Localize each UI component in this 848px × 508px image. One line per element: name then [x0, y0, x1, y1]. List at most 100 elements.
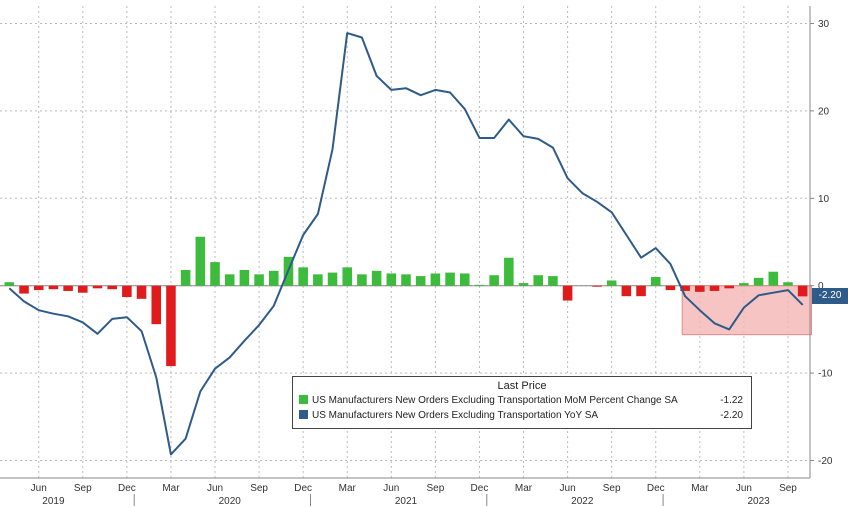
mom-bar	[33, 285, 44, 291]
mom-bar	[753, 277, 764, 286]
legend-value-yoy: -2.20	[720, 410, 743, 421]
mom-bar	[298, 267, 308, 286]
y-tick-label: 30	[818, 19, 830, 30]
x-tick-label: Dec	[471, 483, 489, 494]
mom-bar	[518, 283, 529, 286]
last-value-badge-text: -2.20	[818, 290, 842, 301]
mom-bar	[504, 257, 514, 286]
mom-bar	[415, 276, 426, 286]
mom-bar	[210, 262, 220, 286]
mom-bar	[636, 285, 646, 297]
mom-bar	[695, 285, 705, 292]
last-value-badge: -2.20	[812, 288, 848, 304]
mom-bar	[313, 274, 323, 286]
legend: Last Price US Manufacturers New Orders E…	[292, 376, 752, 429]
mom-bar	[739, 283, 749, 286]
x-tick-label: Mar	[515, 483, 533, 494]
x-tick-label: Dec	[647, 483, 665, 494]
x-tick-label: Jun	[736, 483, 752, 494]
mom-bar	[151, 285, 162, 325]
mom-bar	[357, 274, 367, 286]
mom-bar	[342, 267, 353, 286]
legend-swatch-yoy	[299, 410, 308, 419]
mom-bar	[92, 285, 103, 289]
mom-bar	[533, 275, 543, 286]
yoy-line	[8, 32, 804, 456]
legend-label-yoy: US Manufacturers New Orders Excluding Tr…	[312, 410, 599, 421]
mom-bar	[459, 273, 470, 286]
y-tick-label: 20	[818, 106, 830, 117]
mom-bar	[239, 269, 250, 286]
x-year-label: 2022	[571, 496, 594, 507]
y-tick-label: 0	[818, 281, 824, 292]
x-tick-label: Sep	[426, 483, 444, 494]
mom-bar	[665, 285, 676, 291]
x-tick-label: Jun	[560, 483, 576, 494]
mom-bar	[621, 285, 632, 297]
highlight-region	[681, 285, 812, 336]
y-tick-label: -20	[818, 456, 833, 467]
x-tick-label: Dec	[294, 483, 312, 494]
mom-bar	[606, 280, 617, 286]
mom-bar	[63, 285, 73, 291]
x-year-label: 2019	[42, 496, 65, 507]
mom-bar	[430, 273, 441, 286]
mom-bars	[4, 236, 808, 367]
x-tick-label: Jun	[31, 483, 47, 494]
x-tick-label: Sep	[74, 483, 92, 494]
legend-label-mom: US Manufacturers New Orders Excluding Tr…	[312, 395, 678, 406]
legend-entry-mom: US Manufacturers New Orders Excluding Tr…	[299, 395, 743, 408]
legend-value-mom: -1.22	[720, 395, 743, 406]
mom-bar	[562, 285, 573, 301]
mom-bar	[48, 285, 59, 290]
mom-bar	[254, 274, 264, 286]
mom-bar	[78, 285, 88, 293]
x-tick-label: Dec	[118, 483, 136, 494]
mom-bar	[489, 275, 499, 286]
x-tick-label: Jun	[383, 483, 399, 494]
mom-bar	[680, 285, 690, 291]
mom-bar	[195, 236, 206, 286]
y-tick-label: -10	[818, 369, 833, 380]
mom-bar	[136, 285, 147, 299]
mom-bar	[327, 272, 338, 286]
mom-bar	[180, 269, 191, 286]
mom-bar	[783, 282, 793, 286]
mom-bar	[445, 272, 455, 286]
x-axis: Jun Sep Dec Mar Jun Sep Dec Mar Jun Sep Dec Mar Jun S…	[0, 477, 810, 507]
mom-bar	[269, 270, 279, 286]
x-tick-label: Mar	[339, 483, 357, 494]
mom-bar	[224, 274, 235, 286]
x-tick-label: Sep	[250, 483, 268, 494]
x-year-label: 2020	[219, 496, 242, 507]
x-year-label: 2023	[747, 496, 770, 507]
mom-bar	[4, 282, 15, 286]
mom-bar	[107, 285, 117, 290]
x-tick-label: Mar	[162, 483, 180, 494]
mom-bar	[709, 285, 720, 291]
y-tick-label: 10	[818, 194, 830, 205]
mom-bar	[166, 285, 176, 367]
y-axis: 30 20 10 0 -10 -20	[809, 6, 833, 478]
mom-bar	[401, 274, 411, 286]
mom-bar	[386, 273, 397, 286]
legend-swatch-mom	[299, 395, 308, 404]
x-tick-label: Sep	[779, 483, 797, 494]
mom-bar	[592, 285, 602, 287]
mom-bar	[650, 276, 661, 286]
mom-bar	[371, 270, 382, 286]
mom-bar	[768, 271, 779, 286]
x-year-label: 2021	[395, 496, 418, 507]
highlight-rect	[681, 285, 812, 336]
legend-title: Last Price	[497, 380, 547, 392]
yoy-line-path	[8, 32, 804, 456]
mom-bar	[122, 285, 132, 298]
x-tick-label: Sep	[603, 483, 621, 494]
mom-bar	[19, 285, 29, 294]
mom-bar	[797, 285, 808, 297]
mom-bar	[548, 276, 558, 286]
legend-entry-yoy: US Manufacturers New Orders Excluding Tr…	[299, 410, 743, 423]
mom-bar	[474, 284, 485, 286]
x-tick-label: Jun	[207, 483, 223, 494]
